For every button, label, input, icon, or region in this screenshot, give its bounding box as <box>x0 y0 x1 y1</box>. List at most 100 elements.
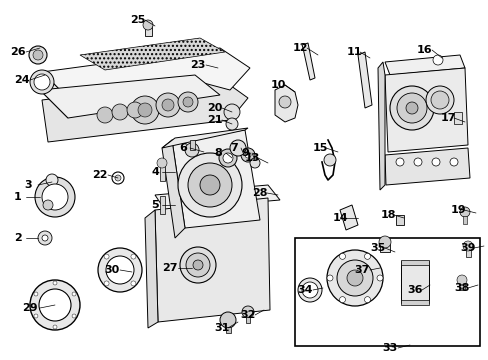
Circle shape <box>432 55 442 65</box>
Circle shape <box>324 154 335 166</box>
Bar <box>462 216 466 224</box>
Text: 1: 1 <box>14 192 22 202</box>
Circle shape <box>326 275 332 281</box>
Text: 9: 9 <box>241 148 248 158</box>
Text: 37: 37 <box>354 265 369 275</box>
Circle shape <box>112 104 128 120</box>
Circle shape <box>449 158 457 166</box>
Polygon shape <box>80 38 224 70</box>
Circle shape <box>229 140 245 156</box>
Polygon shape <box>384 148 469 185</box>
Circle shape <box>200 175 220 195</box>
Text: 27: 27 <box>162 263 177 273</box>
Circle shape <box>53 325 57 329</box>
Circle shape <box>30 70 54 94</box>
Polygon shape <box>357 52 371 108</box>
Circle shape <box>396 93 426 123</box>
Text: 4: 4 <box>151 167 159 177</box>
Circle shape <box>185 253 209 277</box>
Text: 8: 8 <box>214 148 222 158</box>
Polygon shape <box>162 140 184 238</box>
Bar <box>400 300 428 305</box>
Circle shape <box>178 92 198 112</box>
Circle shape <box>459 207 469 217</box>
Bar <box>294 238 479 346</box>
Text: 10: 10 <box>270 80 285 90</box>
Text: 12: 12 <box>292 43 307 53</box>
Circle shape <box>241 148 254 162</box>
Circle shape <box>131 281 136 286</box>
Bar <box>395 215 403 225</box>
Text: 3: 3 <box>24 180 32 190</box>
Circle shape <box>42 184 68 210</box>
Circle shape <box>297 278 321 302</box>
Circle shape <box>46 174 58 186</box>
Text: 11: 11 <box>346 47 361 57</box>
Bar <box>225 327 230 333</box>
Text: 36: 36 <box>407 285 422 295</box>
Text: 28: 28 <box>252 188 267 198</box>
Text: 33: 33 <box>382 343 397 353</box>
Text: 35: 35 <box>369 243 385 253</box>
Circle shape <box>364 253 370 259</box>
Circle shape <box>142 20 153 30</box>
Circle shape <box>34 74 50 90</box>
Circle shape <box>339 297 345 303</box>
Circle shape <box>389 86 433 130</box>
Circle shape <box>302 282 317 298</box>
Circle shape <box>249 158 260 168</box>
Circle shape <box>106 256 134 284</box>
Polygon shape <box>155 185 280 210</box>
Bar <box>144 24 151 36</box>
Circle shape <box>405 102 417 114</box>
Polygon shape <box>384 55 464 75</box>
Text: 18: 18 <box>380 210 395 220</box>
Circle shape <box>378 236 390 248</box>
Circle shape <box>131 254 136 259</box>
Circle shape <box>33 50 43 60</box>
Circle shape <box>97 107 113 123</box>
Text: 7: 7 <box>230 143 237 153</box>
Text: 29: 29 <box>22 303 38 313</box>
Text: 25: 25 <box>130 15 145 25</box>
Polygon shape <box>274 85 297 122</box>
Polygon shape <box>40 75 220 118</box>
Bar <box>189 140 194 150</box>
Circle shape <box>395 158 403 166</box>
Circle shape <box>346 270 362 286</box>
Circle shape <box>162 99 174 111</box>
Text: 6: 6 <box>179 143 186 153</box>
Circle shape <box>183 97 193 107</box>
Polygon shape <box>155 198 269 322</box>
Circle shape <box>187 163 231 207</box>
Circle shape <box>131 96 159 124</box>
Polygon shape <box>339 205 357 230</box>
Bar <box>159 196 164 214</box>
Bar <box>245 317 249 323</box>
Text: 24: 24 <box>14 75 30 85</box>
Circle shape <box>220 312 236 328</box>
Circle shape <box>180 247 216 283</box>
Circle shape <box>242 306 253 318</box>
Circle shape <box>39 289 71 321</box>
Circle shape <box>98 248 142 292</box>
Circle shape <box>219 149 237 167</box>
Text: 16: 16 <box>416 45 432 55</box>
Circle shape <box>339 253 345 259</box>
Polygon shape <box>302 43 314 80</box>
Circle shape <box>127 102 142 118</box>
Polygon shape <box>172 130 260 228</box>
Circle shape <box>34 292 38 296</box>
Polygon shape <box>162 128 247 148</box>
Circle shape <box>72 314 76 318</box>
Polygon shape <box>42 78 247 142</box>
Circle shape <box>104 281 109 286</box>
Circle shape <box>225 118 238 130</box>
Circle shape <box>104 254 109 259</box>
Circle shape <box>364 297 370 303</box>
Bar <box>453 112 461 124</box>
Circle shape <box>456 275 466 285</box>
Polygon shape <box>145 210 158 328</box>
Polygon shape <box>384 68 467 152</box>
Bar <box>379 244 389 252</box>
